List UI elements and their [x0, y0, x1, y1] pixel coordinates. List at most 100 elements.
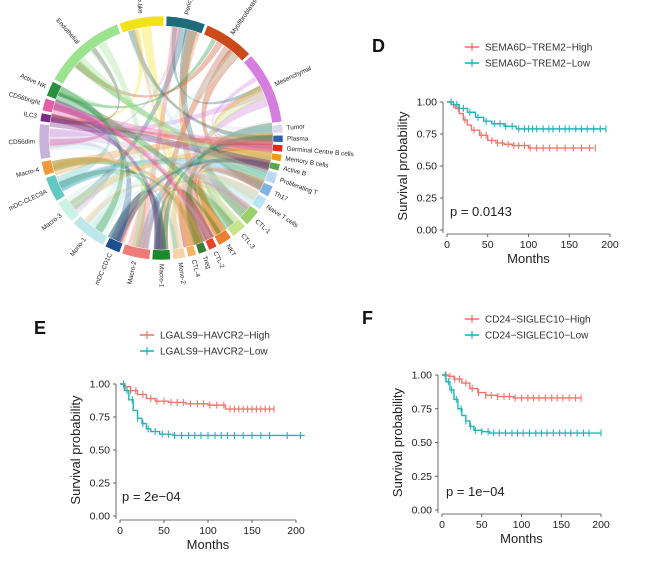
y-tick-label: 0.25 — [90, 478, 111, 490]
chord-sector-label: Mono-2 — [176, 262, 186, 285]
p-value: p = 1e−04 — [446, 484, 505, 499]
survival-curve — [442, 374, 582, 399]
chord-sector-label: NKT — [224, 243, 237, 258]
chord-link — [185, 122, 273, 246]
chord-link — [171, 182, 246, 250]
y-tick-label: 0.50 — [90, 445, 111, 457]
chord-link — [127, 29, 274, 142]
x-tick-label: 150 — [243, 525, 261, 537]
chord-link — [179, 96, 269, 248]
chord-sector-label: ILC3 — [23, 111, 38, 120]
y-tick-label: 0.75 — [417, 129, 438, 141]
chord-sector-label: SCP-like — [133, 0, 144, 15]
chord-link — [58, 125, 273, 192]
x-axis-label: Months — [507, 251, 550, 266]
chord-link — [193, 181, 240, 236]
chord-sector — [239, 205, 259, 225]
y-tick-label: 0.50 — [417, 161, 438, 173]
chord-sector-label: Mono-1 — [69, 236, 88, 258]
chord-sector-label: Macro-2 — [126, 260, 138, 285]
panel-letter: E — [34, 318, 46, 338]
chord-link — [216, 143, 273, 160]
chord-link — [74, 60, 271, 171]
chord-link — [55, 86, 111, 187]
chord-link — [135, 26, 181, 249]
chord-link — [180, 173, 260, 248]
chord-sector-label: CD56dim — [8, 138, 35, 146]
chord-link — [176, 189, 215, 248]
legend-label: SEMA6D−TREM2−High — [485, 43, 592, 54]
chord-link — [51, 156, 205, 245]
chord-sector — [151, 249, 171, 261]
chord-link — [208, 150, 273, 214]
chord-sector — [214, 229, 232, 246]
chord-sector-label: Macro-4 — [16, 166, 41, 179]
legend-label: SEMA6D−TREM2−Low — [485, 59, 591, 70]
chord-sector — [204, 237, 218, 251]
chord-link — [179, 28, 249, 218]
chord-sector-label: Naive T cells — [265, 204, 299, 230]
chord-link — [84, 184, 195, 247]
chord-link — [51, 103, 273, 154]
chord-sector — [46, 81, 63, 100]
chord-sector-label: CTL-3 — [239, 232, 256, 250]
y-axis-label: Survival probability — [395, 111, 410, 221]
chord-sector — [272, 123, 284, 134]
chord-link — [107, 154, 272, 242]
chord-sector-label: Tumor — [286, 123, 306, 131]
x-tick-label: 100 — [199, 525, 217, 537]
chord-link — [214, 144, 273, 180]
chord-sector-label: mDC-CD1C — [94, 252, 114, 286]
chord-sector — [272, 134, 284, 143]
chord-sector — [251, 193, 268, 210]
chord-link — [201, 49, 266, 191]
x-tick-label: 100 — [513, 519, 531, 531]
chord-sector-label: Treg — [201, 255, 212, 270]
chord-sector-label: Macro-1 — [158, 264, 165, 288]
chord-link — [68, 150, 273, 211]
chord-link — [58, 157, 268, 190]
chord-link — [116, 187, 221, 244]
chord-link — [192, 156, 271, 242]
chord-link — [98, 186, 212, 241]
chord-sector-label: mDC-CLEC9A — [8, 188, 49, 212]
chord-link — [140, 26, 203, 246]
survival-curve — [120, 383, 305, 437]
chord-sector — [57, 197, 80, 222]
chord-link — [69, 27, 188, 210]
chord-link — [202, 120, 273, 228]
chord-sector-label: Endothelial — [54, 17, 80, 45]
chord-link — [50, 113, 273, 153]
chord-link — [52, 132, 273, 176]
chord-sector-label: Active NK — [19, 73, 48, 91]
chord-sector-label: Pericytes — [184, 0, 196, 15]
chord-link — [57, 86, 124, 234]
chord-link — [52, 102, 268, 182]
x-tick-label: 150 — [560, 239, 578, 251]
chord-link — [55, 91, 234, 230]
chord-link — [49, 139, 120, 228]
p-value: p = 2e−04 — [122, 489, 181, 504]
chord-link — [74, 41, 223, 98]
chord-diagram: SCP-like Pericytes Myofibroblasts Mesenchym… — [8, 0, 354, 288]
x-tick-label: 50 — [482, 239, 494, 251]
y-axis-label: Survival probability — [390, 387, 405, 497]
chord-sector — [41, 97, 56, 114]
chord-sector-label: Myofibroblasts — [229, 0, 258, 36]
y-tick-label: 0.00 — [417, 225, 438, 237]
y-tick-label: 0.75 — [412, 403, 433, 415]
x-tick-label: 150 — [552, 519, 570, 531]
chord-sector — [264, 170, 279, 185]
chord-link — [213, 124, 273, 192]
x-tick-label: 0 — [444, 239, 450, 251]
chord-link — [138, 134, 273, 250]
chord-sector-label: Mesenchymal — [274, 65, 313, 88]
chord-link — [65, 174, 127, 236]
panel-letter: F — [362, 308, 373, 328]
chord-link — [127, 28, 256, 206]
chord-sector — [53, 23, 121, 85]
chord-sector — [171, 247, 186, 260]
chord-link — [69, 50, 238, 210]
chord-sector — [270, 152, 283, 162]
survival-curve — [447, 101, 594, 149]
